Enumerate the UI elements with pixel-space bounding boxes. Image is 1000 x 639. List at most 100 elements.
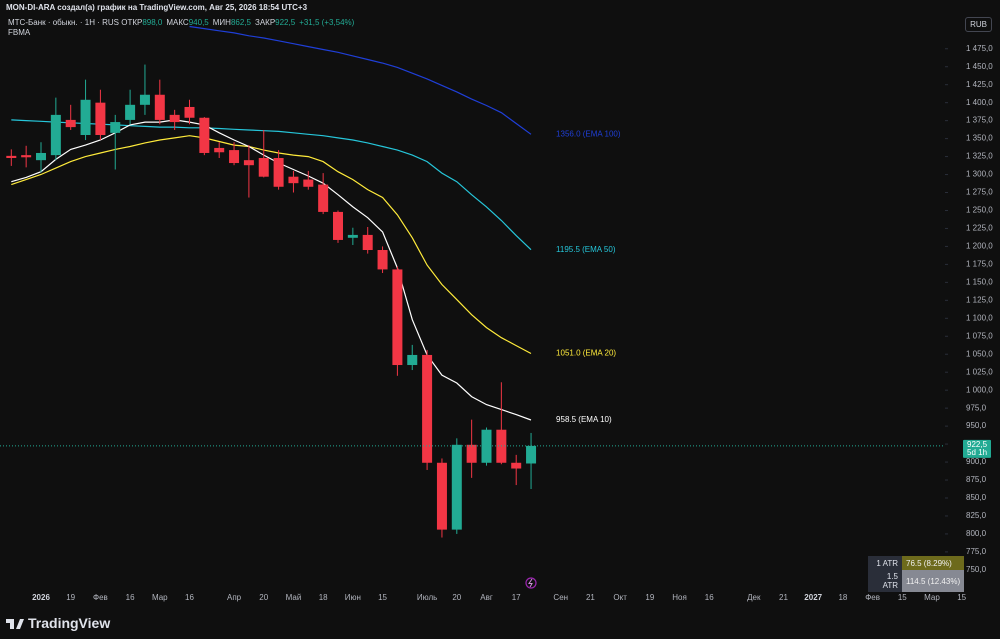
atr-value: 76.5 (8.29%) (902, 556, 965, 570)
atr-table: 1 ATR 76.5 (8.29%) 1.5 ATR 114.5 (12.43%) (868, 556, 965, 592)
candle-body (36, 152, 46, 161)
ema-line (11, 119, 532, 251)
candle-body (95, 102, 106, 136)
y-tick-label: 1 200,0 (966, 242, 993, 251)
candle-body (6, 155, 17, 159)
y-tick-label: 775,0 (966, 547, 987, 556)
x-tick-label: 15 (378, 593, 387, 602)
candle-body (451, 444, 462, 530)
x-tick-label: 21 (586, 593, 595, 602)
candle-body (258, 158, 269, 177)
y-tick-label: 1 325,0 (966, 152, 993, 161)
ohlc-value: 862,5 (230, 18, 251, 27)
ema-end-label: 958.5 (EMA 10) (556, 415, 612, 424)
y-tick-label: 800,0 (966, 529, 987, 538)
candle-body (273, 158, 284, 187)
candle-body (362, 234, 373, 251)
y-tick-label: 1 125,0 (966, 295, 993, 304)
y-tick-label: 1 275,0 (966, 188, 993, 197)
symbol-legend: МТС-Банк · обыкн. · 1H · RUS ОТКР898,0 МА… (8, 18, 358, 27)
event-icon[interactable] (525, 577, 537, 589)
atr-value: 114.5 (12.43%) (902, 570, 965, 592)
ohlc-value: 940,5 (188, 18, 209, 27)
candle-body (169, 114, 180, 123)
y-tick-label: 1 400,0 (966, 98, 993, 107)
candle-body (214, 147, 225, 153)
x-tick-label: 17 (512, 593, 521, 602)
logo-text[interactable]: TradingView (28, 615, 111, 631)
candle-body (526, 445, 537, 464)
x-tick-label: 19 (66, 593, 75, 602)
y-tick-label: 1 300,0 (966, 170, 993, 179)
x-tick-label: 18 (838, 593, 847, 602)
last-price-countdown: 5d 1h (967, 448, 987, 457)
candle-body (288, 176, 299, 184)
candle-body (347, 234, 358, 238)
x-tick-label: Авг (480, 593, 493, 602)
x-tick-label: Июль (417, 593, 437, 602)
y-tick-label: 1 425,0 (966, 80, 993, 89)
x-tick-label: 20 (452, 593, 461, 602)
ohlc-value: 898,0 (142, 18, 163, 27)
ema-line (189, 25, 532, 135)
candle-body (303, 179, 314, 187)
x-tick-label: Фев (865, 593, 880, 602)
candle-body (333, 211, 343, 240)
candle-body (110, 122, 121, 133)
x-tick-label: Ноя (672, 593, 687, 602)
candle-body (318, 184, 329, 212)
ohlc-label: ОТКР (121, 18, 143, 27)
x-tick-label: 18 (319, 593, 328, 602)
currency-button[interactable]: RUB (965, 17, 992, 32)
y-tick-label: 875,0 (966, 475, 987, 484)
event-icon-bolt (528, 578, 533, 588)
candle-body (65, 119, 76, 128)
ema-end-label: 1195.5 (EMA 50) (556, 245, 616, 254)
x-tick-label: 2027 (804, 593, 822, 602)
x-tick-label: Апр (227, 593, 242, 602)
candle-body (422, 354, 433, 463)
x-tick-label: 20 (259, 593, 268, 602)
candle-body (466, 444, 477, 463)
y-tick-label: 1 150,0 (966, 277, 993, 286)
x-tick-label: Мар (152, 593, 168, 602)
x-tick-label: Окт (613, 593, 627, 602)
symbol: МТС-Банк · обыкн. · 1H · RUS (8, 18, 119, 27)
x-tick-label: 2026 (32, 593, 50, 602)
ema-line (11, 135, 532, 355)
candle-body (50, 114, 61, 156)
y-tick-label: 750,0 (966, 565, 987, 574)
x-tick-label: Дек (747, 593, 761, 602)
candle-body (199, 117, 210, 153)
atr-key: 1 ATR (868, 556, 902, 570)
y-tick-label: 1 350,0 (966, 134, 993, 143)
logo-icon (6, 619, 24, 629)
ema-end-label: 1356.0 (EMA 100) (556, 129, 621, 138)
x-tick-label: Май (286, 593, 302, 602)
y-tick-label: 975,0 (966, 403, 987, 412)
y-tick-label: 1 000,0 (966, 385, 993, 394)
x-tick-label: 16 (126, 593, 135, 602)
y-tick-label: 1 025,0 (966, 367, 993, 376)
x-tick-label: 15 (957, 593, 966, 602)
candle-body (21, 155, 32, 158)
candle-body (511, 462, 522, 469)
x-tick-label: 16 (705, 593, 714, 602)
y-tick-label: 1 100,0 (966, 313, 993, 322)
y-tick-label: 1 175,0 (966, 259, 993, 268)
plot-area (0, 25, 945, 538)
candle-body (229, 150, 240, 164)
atr-row: 1.5 ATR 114.5 (12.43%) (868, 570, 965, 592)
x-tick-label: 21 (779, 593, 788, 602)
candle-body (392, 269, 403, 366)
indicator-name: FBMA (8, 28, 31, 37)
candle-body (139, 94, 150, 105)
y-tick-label: 1 075,0 (966, 331, 993, 340)
last-price-label: 922,5 (967, 440, 988, 449)
x-tick-label: 15 (898, 593, 907, 602)
ohlc-value: 922,5 (275, 18, 296, 27)
y-tick-label: 1 375,0 (966, 116, 993, 125)
y-tick-label: 950,0 (966, 421, 987, 430)
